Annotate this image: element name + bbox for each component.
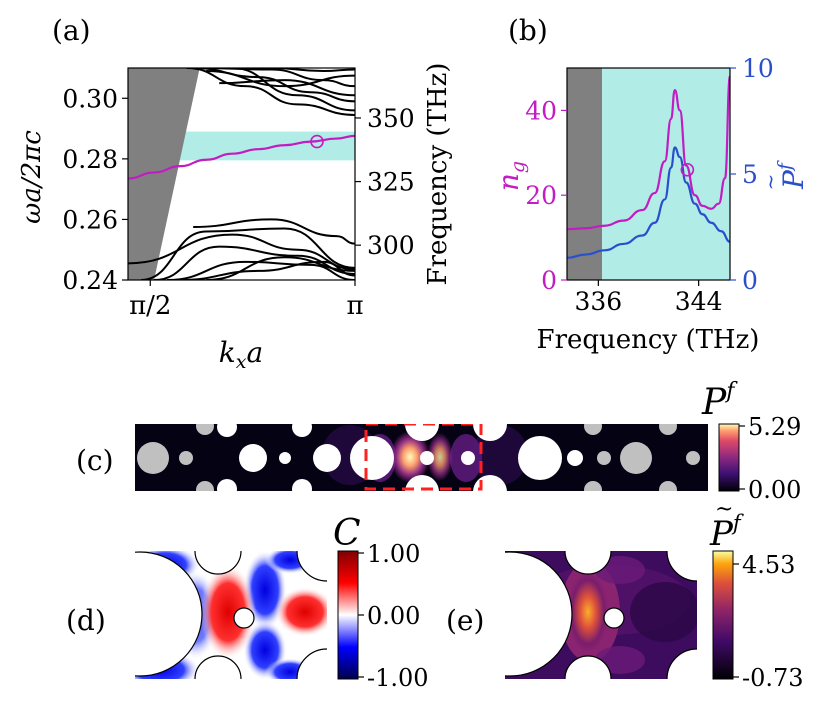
panel-b-ylabel: ng [492, 161, 529, 191]
panel-a-frame [127, 67, 356, 281]
ytick-label: 0.30 [62, 84, 118, 113]
xtick-label: 344 [675, 287, 723, 316]
ytick-right-label: 0 [742, 266, 758, 295]
panel-e: (e) 4.53 -0.73 Pf ~ [446, 497, 804, 692]
colorbar-e-title: Pf ~ [709, 497, 744, 554]
colorbar-c-min: 0.00 [748, 476, 801, 504]
xtick-label: π [346, 291, 363, 321]
series-band-1 [128, 233, 355, 271]
region-of-interest-box [364, 424, 483, 491]
colorbar-d-title: C [333, 513, 361, 554]
xtick-label: 336 [574, 287, 622, 316]
colorbar-d-mid: 0.00 [367, 602, 420, 630]
ytick-right-label: 325 [367, 168, 415, 197]
panel-d-label: (d) [66, 604, 106, 637]
correlation-map [135, 551, 327, 679]
series-upper-7 [271, 68, 355, 73]
series-band-7 [193, 218, 355, 245]
colorbar-d-max: 1.00 [367, 540, 420, 568]
colorbar-c-max: 5.29 [748, 413, 801, 441]
waveguide-field-map [135, 424, 708, 491]
series-band-6 [206, 256, 355, 280]
series-band-5 [180, 260, 355, 280]
panel-a-xlabel: kxa [219, 336, 263, 373]
colorbar-d-min: -1.00 [367, 664, 429, 692]
panel-d: (d) 1.00 0.00 -1.00 C [66, 513, 429, 692]
svg-text:~: ~ [715, 497, 733, 522]
transmission-band-region [602, 68, 730, 280]
panel-b-ylabel-right: Pf ~ [758, 160, 810, 190]
series-upper-5 [219, 79, 355, 97]
series-n_g [567, 75, 730, 231]
colorbar-e [712, 550, 734, 680]
ytick-label: 0.28 [62, 145, 118, 174]
panel-e-label: (e) [446, 604, 484, 637]
panel-b-label: (b) [508, 14, 548, 47]
ytick-right-label: 300 [367, 231, 415, 260]
panel-a-label: (a) [52, 14, 91, 47]
ytick-right-label: 10 [742, 54, 774, 83]
ytick-right-label: 350 [367, 104, 415, 133]
colorbar-c [718, 423, 740, 492]
series-upper-1 [186, 68, 355, 116]
xtick-label: π/2 [129, 291, 171, 321]
panel-c: (c) [76, 379, 801, 504]
colorbar-e-min: -0.73 [742, 664, 804, 692]
panel-a-ylabel-right: Frequency (THz) [423, 63, 453, 286]
ytick-right-label: 5 [742, 160, 758, 189]
colorbar-d [337, 550, 359, 680]
operating-point-marker [680, 162, 695, 177]
ytick-label: 0.26 [62, 205, 118, 234]
svg-text:Pf: Pf [774, 160, 810, 190]
light-cone-region [567, 68, 603, 280]
series-P_tilde_f [567, 146, 730, 259]
ytick-label: 0 [541, 266, 557, 295]
panel-a: (a) 0.24 0.26 0.28 0.30 300 325 350 π/2 π ωa/2… [17, 14, 453, 373]
colorbar-c-title: Pf [701, 379, 738, 423]
series-band-2 [140, 227, 355, 280]
series-upper-6 [232, 68, 355, 112]
panel-b-xlabel: Frequency (THz) [537, 325, 760, 355]
series-band-3 [154, 245, 355, 280]
ytick-label: 0.24 [62, 266, 118, 295]
svg-text:~: ~ [758, 174, 782, 191]
light-cone [128, 68, 200, 280]
ytick-label: 20 [525, 181, 557, 210]
svg-text:Pf: Pf [709, 511, 744, 554]
colorbar-e-max: 4.53 [742, 551, 795, 579]
series-band-4 [167, 260, 355, 280]
operating-point-marker [310, 134, 324, 149]
ytick-label: 40 [525, 96, 557, 125]
normalized-power-map [505, 551, 697, 679]
panel-b: (b) 0 20 40 0 5 10 336 344 ng Pf ~ Frequency … [492, 14, 810, 355]
panel-c-label: (c) [76, 444, 114, 477]
panel-a-ylabel: ωa/2πc [17, 130, 47, 224]
series-upper-4 [206, 70, 355, 88]
